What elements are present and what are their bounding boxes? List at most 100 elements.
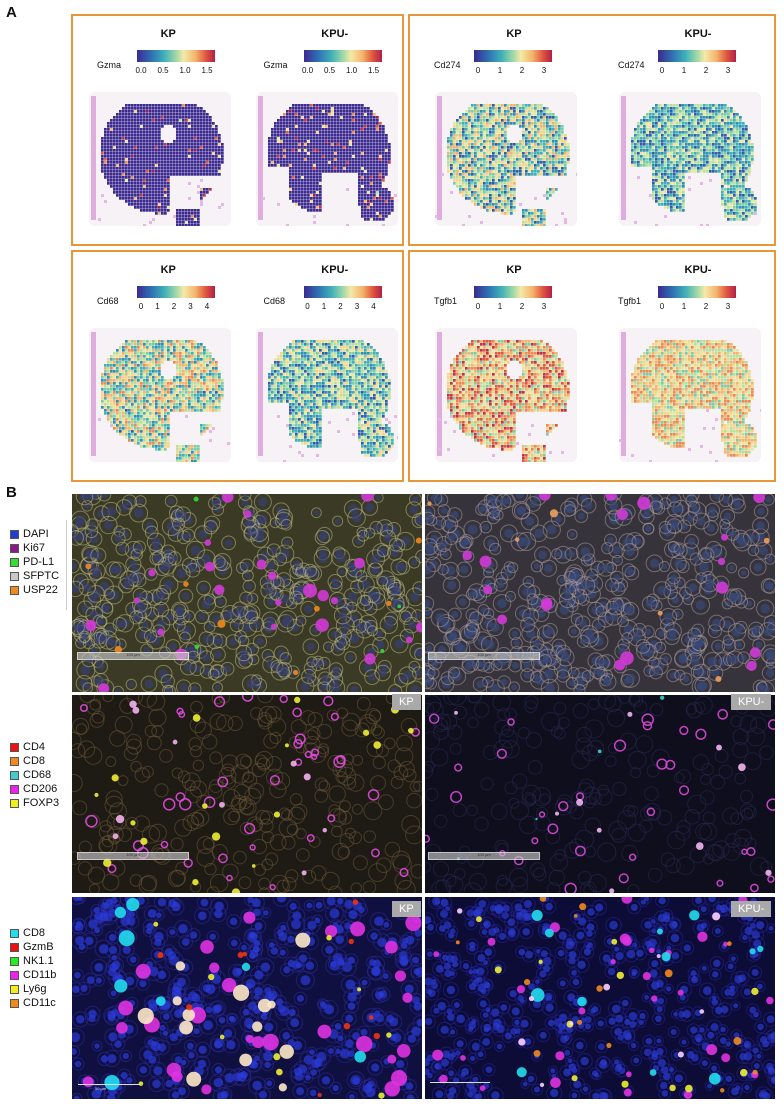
- tag-kp: KP: [392, 901, 421, 917]
- colorbar-tick: 4: [204, 302, 210, 311]
- legend-item: DAPI: [10, 527, 59, 541]
- subplot-title: KP: [506, 28, 522, 40]
- colorbar-tick: 2: [519, 302, 525, 311]
- colorbar: [303, 286, 382, 298]
- gene-label: Cd68: [97, 296, 119, 306]
- legend-swatch: [10, 756, 19, 766]
- gene-box-cd274: KP Cd274 0 1 2 3 KPU- Cd274 0 1 2 3: [408, 14, 776, 246]
- spatial-expression-map: [619, 92, 761, 226]
- colorbar-tick: 1: [321, 302, 327, 311]
- gene-box-tgfb1: KP Tgfb1 0 1 2 3 KPU- Tgfb1 0 1 2 3: [408, 250, 776, 482]
- colorbar-tick: 1: [681, 302, 687, 311]
- gene-label: Gzma: [263, 60, 288, 70]
- gene-label: Cd274: [618, 60, 645, 70]
- legend-item: USP22: [10, 583, 59, 597]
- spatial-expression-map: [255, 92, 398, 226]
- colorbar: [303, 50, 382, 62]
- gene-label: Cd274: [434, 60, 461, 70]
- scale-bar: 100 µm: [77, 652, 189, 660]
- legend-row1: DAPI Ki67 PD-L1 SFPTC USP22: [10, 527, 59, 597]
- legend-swatch: [10, 585, 19, 595]
- scale-bar-line: [78, 1084, 140, 1085]
- legend-item: FOXP3: [10, 796, 59, 810]
- legend-item: SFPTC: [10, 569, 59, 583]
- spatial-expression-map: [255, 328, 398, 462]
- legend-label: CD8: [23, 927, 46, 939]
- legend-swatch: [10, 529, 19, 539]
- mif-row2-kp: [72, 695, 422, 893]
- legend-label: CD11c: [23, 997, 56, 1009]
- colorbar: [137, 286, 215, 298]
- spatial-expression-map: [89, 92, 232, 226]
- scale-bar: 100 µm: [428, 652, 540, 660]
- mif-row2-kpu: [425, 695, 775, 893]
- tag-kpu: KPU-: [731, 694, 772, 710]
- legend-swatch: [10, 942, 19, 952]
- spatial-expression-map: [435, 92, 577, 226]
- colorbar-tick: 0.0: [301, 66, 314, 75]
- legend-swatch: [10, 928, 19, 938]
- legend-item: Ki67: [10, 541, 59, 555]
- legend-swatch: [10, 984, 19, 994]
- legend-label: Ki67: [23, 542, 46, 554]
- colorbar-tick: 1: [155, 302, 160, 311]
- legend-swatch: [10, 956, 19, 966]
- colorbar-tick: 1.5: [367, 66, 380, 75]
- tag-kpu: KPU-: [731, 901, 772, 917]
- colorbar-tick: 2: [338, 302, 343, 311]
- colorbar-tick: 0: [305, 302, 310, 311]
- legend-label: CD68: [23, 769, 52, 781]
- legend-label: PD-L1: [23, 556, 55, 568]
- colorbar-tick: 0: [475, 66, 481, 75]
- legend-swatch: [10, 784, 19, 794]
- legend-label: CD4: [23, 741, 46, 753]
- colorbar-tick: 0: [659, 66, 665, 75]
- legend-swatch: [10, 970, 19, 980]
- colorbar-tick: 1.0: [345, 66, 358, 75]
- mif-row1-kp: [72, 494, 422, 692]
- subplot-title: KPU-: [321, 264, 349, 276]
- legend-row3: CD8 GzmB NK1.1 CD11b Ly6g CD11c: [10, 926, 56, 1010]
- colorbar-tick: 2: [519, 66, 525, 75]
- colorbar: [658, 50, 736, 62]
- colorbar-tick: 2: [171, 302, 177, 311]
- colorbar-tick: 0.5: [157, 66, 169, 75]
- legend-item: GzmB: [10, 940, 56, 954]
- colorbar-tick: 3: [541, 66, 547, 75]
- colorbar-tick: 0: [475, 302, 481, 311]
- subplot-title: KPU-: [684, 28, 712, 40]
- scale-bar-label: 50 µm: [95, 1086, 107, 1091]
- spatial-expression-map: [435, 328, 577, 462]
- legend-item: CD206: [10, 782, 59, 796]
- legend-label: GzmB: [23, 941, 54, 953]
- colorbar-tick: 3: [541, 302, 547, 311]
- colorbar-tick: 1.0: [179, 66, 191, 75]
- colorbar: [474, 50, 552, 62]
- gene-label: Tgfb1: [434, 296, 458, 306]
- scale-bar: 100 µm: [77, 852, 189, 860]
- colorbar-tick: 1: [497, 302, 503, 311]
- legend-item: NK1.1: [10, 954, 56, 968]
- legend-item: CD68: [10, 768, 59, 782]
- colorbar-tick: 0.5: [323, 66, 336, 75]
- legend-row2: CD4 CD8 CD68 CD206 FOXP3: [10, 740, 59, 810]
- legend-swatch: [10, 770, 19, 780]
- legend-item: CD11b: [10, 968, 56, 982]
- colorbar-tick: 0: [659, 302, 665, 311]
- colorbar-tick: 3: [188, 302, 193, 311]
- colorbar-tick: 3: [725, 66, 731, 75]
- subplot-title: KPU-: [684, 264, 712, 276]
- legend-item: Ly6g: [10, 982, 56, 996]
- gene-label: Gzma: [97, 60, 122, 70]
- mif-row3-kpu: [425, 897, 775, 1099]
- legend-swatch: [10, 543, 19, 553]
- colorbar-tick: 2: [703, 302, 709, 311]
- mif-row1-kpu: [425, 494, 775, 692]
- mif-row3-kp: [72, 897, 422, 1099]
- gene-label: Cd68: [263, 296, 286, 306]
- legend-label: FOXP3: [23, 797, 60, 809]
- gene-box-gzma: KP Gzma 0.0 0.5 1.0 1.5 KPU- Gzma 0.0 0.5 1.0 1.5: [71, 14, 404, 246]
- legend-divider: [66, 520, 67, 610]
- colorbar: [474, 286, 552, 298]
- legend-label: CD11b: [23, 969, 57, 981]
